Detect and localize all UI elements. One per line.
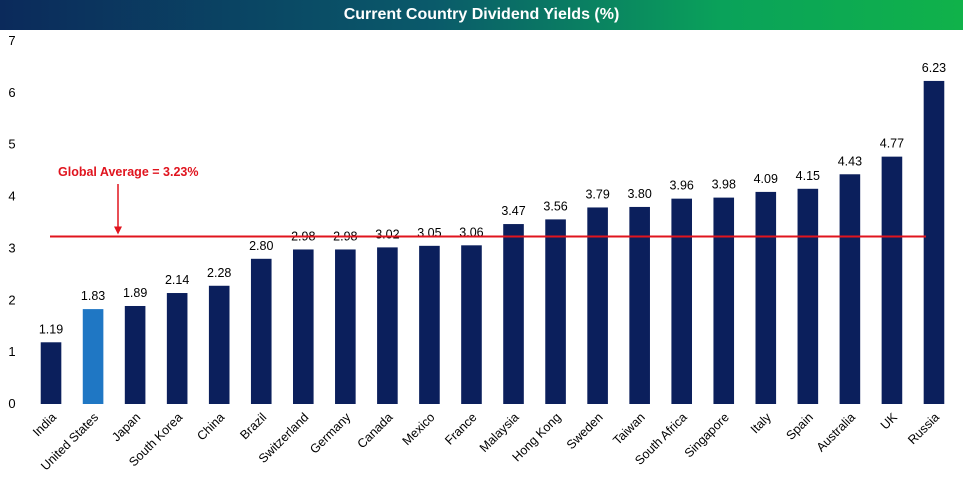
bar [124,305,146,404]
x-tick-label: Japan [109,410,143,444]
data-label: 3.02 [375,227,399,241]
data-label: 2.14 [165,273,189,287]
y-tick-label: 6 [8,85,15,100]
bars [40,80,945,405]
x-tick-label: China [194,410,227,443]
bar [503,224,524,404]
bar [335,249,356,404]
y-tick-label: 7 [8,33,15,48]
bar [839,174,861,404]
x-tick-label: France [442,410,479,447]
data-label: 3.47 [501,204,525,218]
x-tick-label: Spain [783,410,816,443]
bar [208,285,230,404]
global-average-annotation: Global Average = 3.23% [58,165,198,179]
y-tick-label: 4 [8,189,15,204]
bar [82,309,104,404]
bar [166,293,188,404]
data-label: 3.79 [585,187,609,201]
bar [377,247,398,404]
x-tick-label: Sweden [564,410,606,452]
data-label: 3.56 [543,199,567,213]
bar [292,249,314,404]
x-tick-label: Brazil [237,410,269,442]
bar [755,191,777,404]
bar [923,80,945,405]
y-tick-label: 5 [8,137,15,152]
data-label: 3.98 [712,178,736,192]
annotation-arrow-head-icon [114,226,122,235]
bar [713,197,735,404]
data-label: 3.05 [417,226,441,240]
data-label: 2.28 [207,266,231,280]
x-tick-label: Taiwan [610,410,647,447]
y-tick-label: 0 [8,396,15,411]
x-tick-label: Australia [814,410,858,454]
data-label: 3.80 [627,187,651,201]
data-label: 6.23 [922,61,946,75]
bar [671,198,693,404]
data-label: 4.43 [838,154,862,168]
x-tick-label: UK [878,410,901,433]
y-tick-label: 2 [8,292,15,307]
x-tick-label: Italy [748,410,775,437]
x-tick-label: Singapore [682,410,732,460]
x-tick-label: Russia [905,410,942,447]
bar [797,188,819,404]
bar [461,245,482,404]
data-label: 4.77 [880,137,904,151]
bar [419,245,440,404]
data-label: 3.96 [670,179,694,193]
y-tick-label: 3 [8,240,15,255]
y-axis: 0 1 2 3 4 5 6 7 [8,33,15,411]
bar [881,156,903,404]
bar [40,342,62,404]
y-tick-label: 1 [8,344,15,359]
bar [250,258,272,404]
x-tick-label: Canada [355,410,396,451]
reference-line-group: Global Average = 3.23% [50,165,926,238]
x-tick-label: India [30,410,59,439]
x-tick-label: Germany [307,410,354,457]
bar [587,207,608,404]
chart-title: Current Country Dividend Yields (%) [0,0,963,30]
bar [629,206,650,404]
bar [545,219,566,404]
data-label: 4.09 [754,172,778,186]
data-label: 1.89 [123,286,147,300]
data-label: 1.19 [39,322,63,336]
data-label: 2.80 [249,239,273,253]
data-label: 1.83 [81,289,105,303]
data-label: 4.15 [796,169,820,183]
x-tick-label: Mexico [400,410,438,448]
